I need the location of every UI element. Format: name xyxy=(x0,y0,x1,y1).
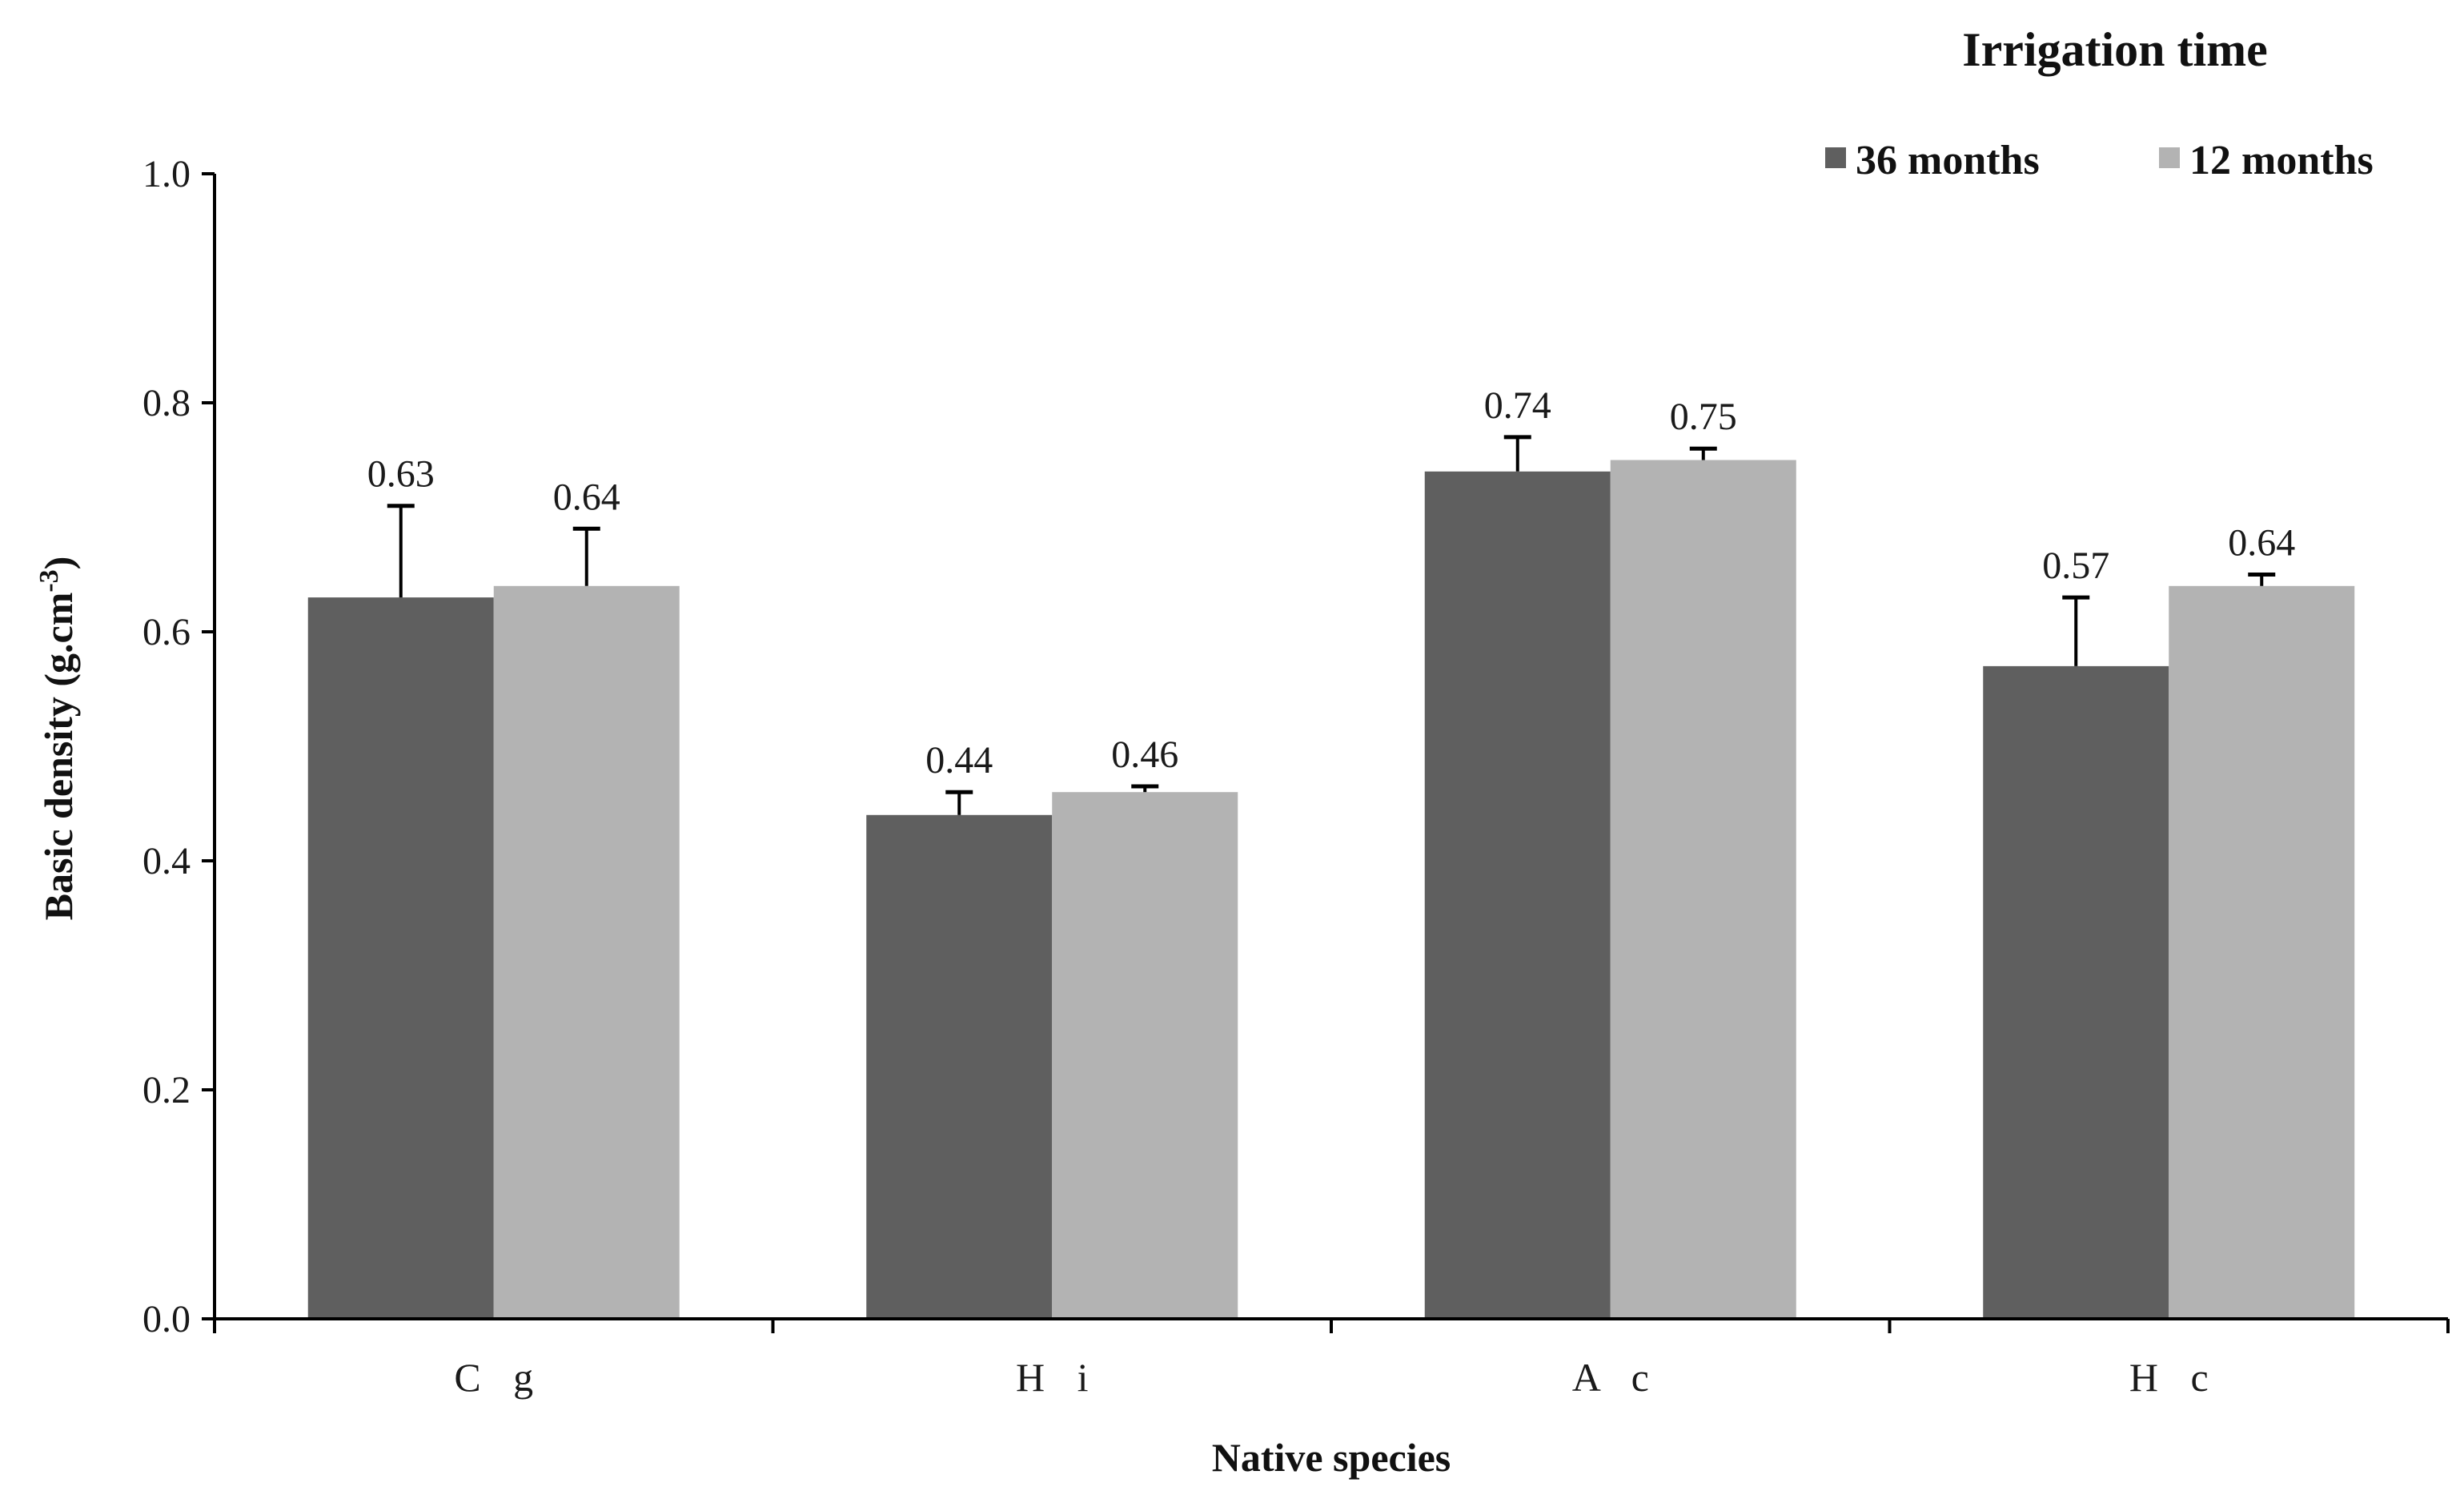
y-tick-label: 0.0 xyxy=(142,1298,191,1340)
y-tick-label: 1.0 xyxy=(142,153,191,195)
legend: Irrigation time 36 months 12 months xyxy=(1825,23,2374,183)
y-tick-label: 0.6 xyxy=(142,611,191,653)
data-label-36-months-h-i: 0.44 xyxy=(925,739,993,782)
data-label-36-months-a-c: 0.74 xyxy=(1484,384,1551,427)
bar-12-months-h-i xyxy=(1052,792,1238,1319)
data-label-12-months-c-g: 0.64 xyxy=(553,476,620,518)
x-tick-label-h-i: H i xyxy=(1016,1355,1100,1400)
data-label-12-months-h-c: 0.64 xyxy=(2228,522,2295,565)
y-tick-label: 0.4 xyxy=(142,840,191,882)
bar-12-months-c-g xyxy=(493,585,680,1319)
legend-title: Irrigation time xyxy=(1962,23,2268,76)
bar-12-months-a-c xyxy=(1610,460,1796,1319)
ticks-layer: 0.0 0.2 0.4 0.6 0.8 1.0 C g H i A c H c xyxy=(142,153,2450,1400)
data-label-12-months-h-i: 0.46 xyxy=(1111,733,1178,776)
data-label-36-months-h-c: 0.57 xyxy=(2042,545,2109,587)
x-tick-label-c-g: C g xyxy=(454,1355,544,1400)
legend-label-36-months: 36 months xyxy=(1856,138,2040,183)
legend-label-12-months: 12 months xyxy=(2189,138,2374,183)
error-bars-layer xyxy=(387,435,2276,815)
bar-36-months-a-c xyxy=(1424,471,1611,1319)
y-axis-title: Basic density (g.cm-3) xyxy=(34,557,81,921)
y-tick-label: 0.2 xyxy=(142,1069,191,1111)
data-label-12-months-a-c: 0.75 xyxy=(1670,396,1737,438)
bar-36-months-h-c xyxy=(1983,665,2169,1319)
data-labels-layer: 0.63 0.44 0.74 0.57 0.64 0.46 0.75 0.64 xyxy=(367,384,2296,782)
bar-36-months-h-i xyxy=(866,814,1053,1319)
bars-layer xyxy=(307,460,2355,1319)
y-tick-label: 0.8 xyxy=(142,382,191,424)
legend-swatch-12-months xyxy=(2159,147,2180,168)
data-label-36-months-c-g: 0.63 xyxy=(367,453,435,496)
bar-12-months-h-c xyxy=(2169,585,2355,1319)
x-axis-title: Native species xyxy=(1212,1435,1451,1480)
legend-swatch-36-months xyxy=(1825,147,1846,168)
x-tick-label-a-c: A c xyxy=(1572,1355,1660,1400)
x-tick-label-h-c: H c xyxy=(2129,1355,2220,1400)
bar-36-months-c-g xyxy=(307,597,494,1319)
